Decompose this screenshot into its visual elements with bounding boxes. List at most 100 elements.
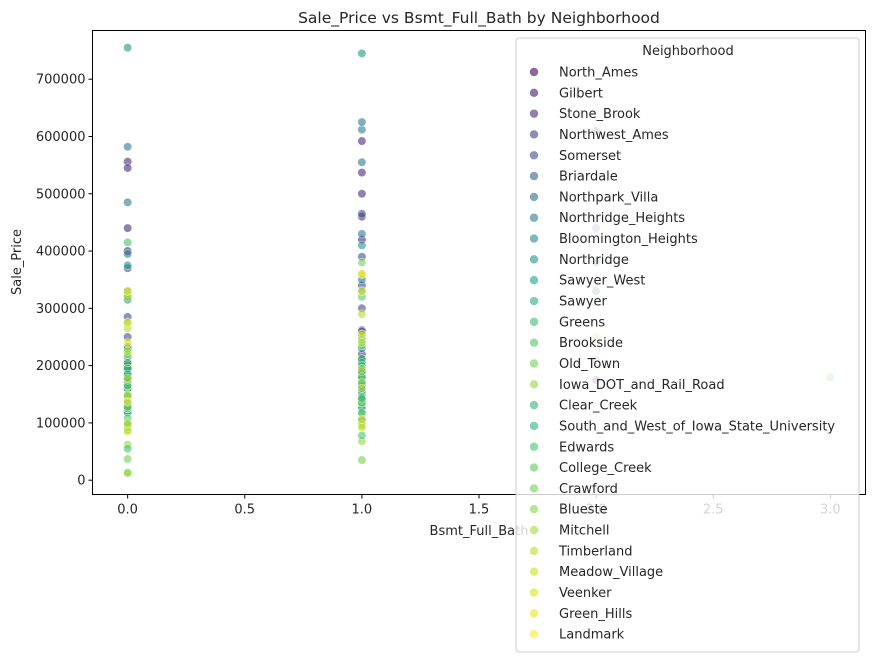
legend-label: Landmark [559, 628, 625, 643]
data-point [123, 419, 133, 429]
legend-label: Northridge [559, 253, 629, 268]
data-point [357, 269, 367, 279]
data-point [123, 346, 133, 356]
data-point [123, 286, 133, 296]
data-point [123, 237, 133, 247]
legend-marker [529, 442, 539, 451]
data-point [357, 329, 367, 339]
legend-marker [529, 130, 539, 139]
legend-marker [529, 525, 539, 535]
data-point [357, 117, 367, 127]
data-point [123, 197, 133, 207]
data-point [357, 286, 367, 296]
legend-label: Brookside [559, 336, 623, 351]
y-tick-label: 100000 [36, 416, 86, 431]
legend-marker [529, 109, 539, 118]
data-point [357, 125, 367, 135]
data-point [123, 249, 133, 259]
data-point [123, 260, 133, 270]
data-point [357, 157, 367, 167]
legend-label: Edwards [559, 440, 614, 455]
legend-label: Timberland [558, 544, 632, 559]
data-point [123, 223, 133, 233]
y-axis-title: Sale_Price [10, 229, 25, 295]
legend-marker [529, 276, 539, 285]
legend-marker [529, 67, 539, 77]
x-axis-title: Bsmt_Full_Bath [430, 524, 529, 539]
legend-label: Veenker [559, 586, 612, 601]
data-point [123, 338, 133, 348]
legend-label: Green_Hills [559, 607, 632, 622]
legend-marker [529, 421, 539, 431]
legend-marker [529, 151, 539, 160]
data-point [123, 43, 133, 53]
data-point [123, 444, 133, 454]
legend-label: Mitchell [559, 524, 610, 539]
legend-marker [529, 400, 539, 410]
y-tick-label: 300000 [36, 302, 86, 317]
x-tick-label: 1.5 [469, 503, 490, 518]
legend-marker [529, 380, 539, 389]
data-point [357, 209, 367, 219]
y-tick-label: 0 [77, 474, 85, 489]
y-tick-label: 500000 [36, 187, 86, 202]
data-point [123, 142, 133, 152]
legend-label: Northridge_Heights [559, 211, 685, 226]
data-point [123, 358, 133, 368]
data-point [357, 240, 367, 250]
data-point [357, 48, 367, 58]
legend-items: North_Ames Gilbert Stone_Brook Northwest_Am… [529, 66, 835, 643]
legend-title: Neighborhood [642, 44, 734, 59]
legend-marker [529, 546, 539, 556]
legend-label: Clear_Creek [559, 399, 638, 414]
data-point [357, 363, 367, 373]
legend-marker [529, 567, 539, 576]
data-point [357, 309, 367, 319]
legend-label: North_Ames [559, 66, 638, 81]
data-point [357, 136, 367, 146]
legend-label: South_and_West_of_Iowa_State_University [559, 419, 835, 434]
legend-label: Greens [559, 315, 605, 330]
legend: Neighborhood North_Ames Gilbert Stone_Broo… [515, 37, 860, 653]
x-tick-label: 0.5 [234, 503, 255, 518]
data-point [123, 318, 133, 328]
legend-marker [529, 338, 539, 347]
legend-marker [529, 192, 539, 202]
data-point [123, 163, 133, 173]
legend-label: Briardale [559, 170, 618, 185]
chart-title: Sale_Price vs Bsmt_Full_Bath by Neighbor… [298, 9, 660, 28]
legend-label: Iowa_DOT_and_Rail_Road [559, 378, 725, 393]
legend-marker [529, 171, 539, 181]
y-axis-ticks: 0 100000 200000 300000 400000 500000 600000 700… [36, 73, 93, 489]
legend-label: Crawford [559, 482, 618, 497]
legend-label: Bloomington_Heights [559, 232, 698, 247]
y-tick-label: 600000 [36, 130, 86, 145]
legend-marker [529, 296, 539, 306]
legend-label: College_Creek [559, 461, 652, 476]
data-point [357, 384, 367, 394]
legend-marker [529, 588, 539, 597]
data-point [357, 394, 367, 404]
data-point [123, 397, 133, 407]
data-point [357, 455, 367, 465]
legend-label: Northwest_Ames [559, 128, 669, 143]
legend-marker [529, 88, 539, 98]
legend-marker [529, 629, 539, 639]
legend-label: Old_Town [559, 357, 620, 372]
legend-label: Stone_Brook [559, 107, 641, 122]
data-point [357, 414, 367, 424]
legend-marker [529, 317, 539, 327]
legend-marker [529, 234, 539, 243]
legend-box [515, 37, 860, 653]
data-point [357, 422, 367, 432]
legend-marker [529, 463, 539, 472]
legend-label: Meadow_Village [559, 565, 663, 580]
data-point [123, 454, 133, 464]
legend-marker [529, 213, 539, 222]
legend-marker [529, 505, 539, 514]
legend-marker [529, 359, 539, 368]
legend-label: Somerset [559, 149, 621, 164]
x-tick-label: 0.0 [117, 503, 138, 518]
data-point [123, 426, 133, 436]
